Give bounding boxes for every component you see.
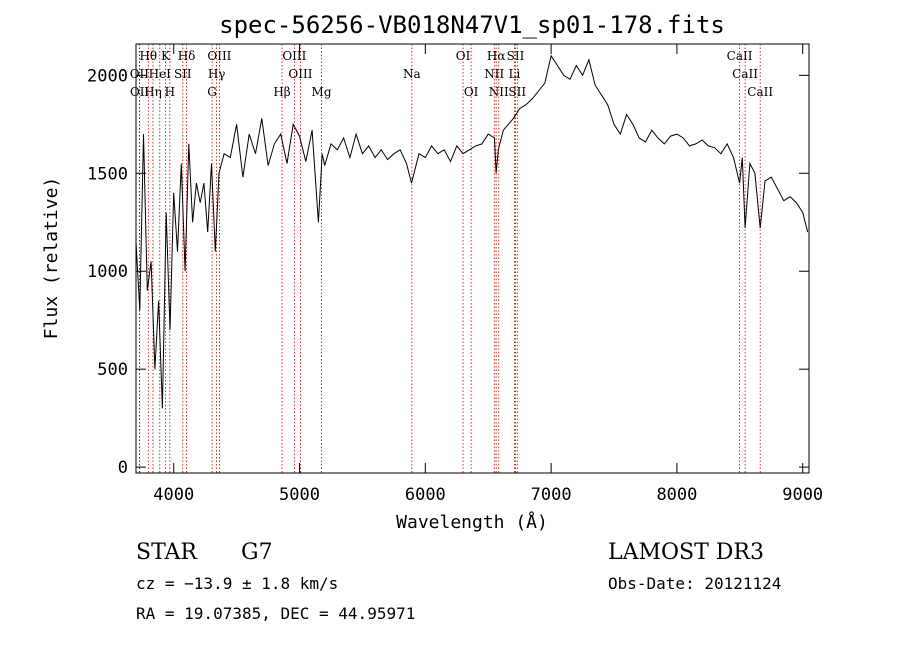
y-axis-ticks: 0 500 1000 1500 2000	[87, 66, 809, 478]
line-label: CaII	[727, 49, 753, 63]
y-axis-label: Flux (relative)	[41, 177, 62, 340]
coordinates: RA = 19.07385, DEC = 44.95971	[136, 604, 415, 623]
y-tick-label: 0	[118, 458, 128, 478]
x-tick-label: 7000	[531, 485, 572, 505]
line-label: OIII	[207, 49, 231, 63]
line-label: HeI	[149, 67, 172, 81]
line-label: H	[165, 85, 175, 99]
line-label: Hδ	[178, 49, 196, 63]
x-tick-label: 9000	[782, 485, 823, 505]
plot-frame	[135, 43, 810, 474]
object-type: STAR	[136, 540, 198, 565]
line-label: OI	[464, 85, 479, 99]
line-label: G	[207, 85, 217, 99]
observation-date: Obs-Date: 20121124	[608, 574, 781, 593]
y-tick-label: 500	[97, 360, 128, 380]
x-tick-label: 4000	[153, 485, 194, 505]
line-label: Hβ	[273, 85, 290, 99]
line-label: SII	[174, 67, 192, 81]
line-label: OII	[130, 67, 150, 81]
line-label: OI	[456, 49, 471, 63]
line-label: OIII	[282, 49, 306, 63]
line-label: Na	[403, 67, 421, 81]
line-label: Mg	[312, 85, 332, 99]
line-label: CaII	[747, 85, 773, 99]
y-tick-label: 1500	[87, 164, 128, 184]
x-tick-label: 6000	[405, 485, 446, 505]
spectral-line-markers	[138, 44, 761, 473]
x-tick-label: 8000	[656, 485, 697, 505]
redshift-cz: cz = −13.9 ± 1.8 km/s	[136, 574, 338, 593]
chart-title: spec-56256-VB018N47V1_sp01-178.fits	[219, 11, 725, 39]
line-label: K	[161, 49, 171, 63]
line-label: NII	[489, 85, 509, 99]
line-label: NII	[484, 67, 504, 81]
line-label: Hη	[144, 85, 162, 99]
y-tick-label: 1000	[87, 262, 128, 282]
y-tick-label: 2000	[87, 66, 128, 86]
line-label: SII	[507, 49, 525, 63]
x-tick-label: 5000	[279, 485, 320, 505]
line-label: Hθ	[139, 49, 157, 63]
spectral-subclass: G7	[241, 540, 273, 565]
line-label: Hγ	[208, 67, 226, 81]
line-label: Hα	[487, 49, 506, 63]
line-label: OII	[130, 85, 150, 99]
spectrum-series-line	[135, 54, 809, 409]
line-label: SII	[508, 85, 526, 99]
line-label: Li	[508, 67, 520, 81]
line-label: OIII	[288, 67, 312, 81]
x-axis-label: Wavelength (Å)	[396, 511, 548, 533]
survey-name: LAMOST DR3	[608, 540, 764, 565]
line-label: CaII	[732, 67, 758, 81]
x-axis-ticks: 4000 5000 6000 7000 8000 9000	[153, 44, 823, 505]
